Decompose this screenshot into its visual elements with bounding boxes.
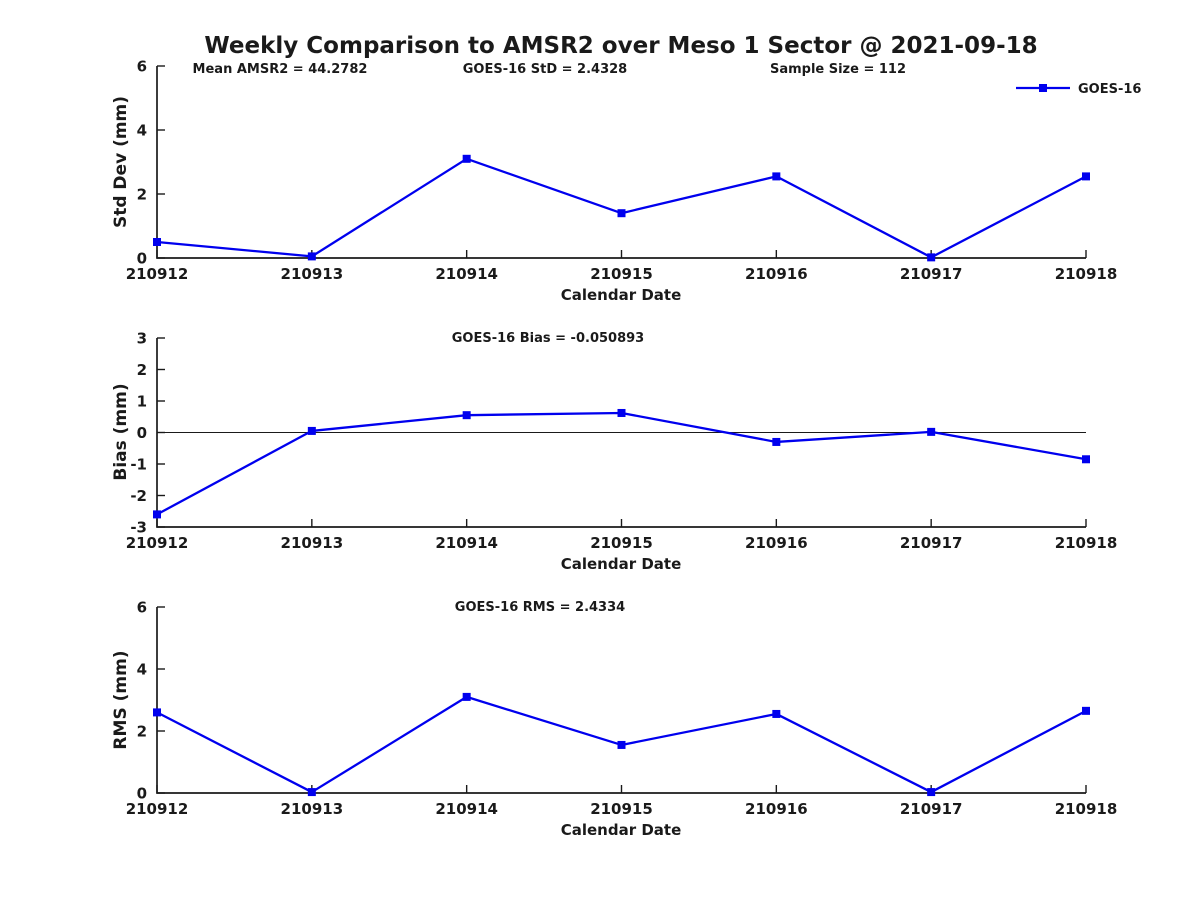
- x-tick-label: 210914: [435, 534, 498, 552]
- x-tick-label: 210912: [126, 800, 189, 818]
- data-point-marker: [462, 411, 471, 420]
- data-point-marker: [153, 510, 161, 519]
- data-point-marker: [772, 709, 781, 718]
- y-tick-label: -3: [130, 519, 147, 537]
- x-tick-label: 210915: [590, 265, 653, 283]
- x-tick-label: 210918: [1055, 800, 1118, 818]
- chart-rms-plot-layer: 0 2 4 6 210912 210913 210914 210915 210916 210917…: [126, 599, 1118, 819]
- x-tick-label: 210915: [590, 800, 653, 818]
- y-tick-label: 4: [137, 122, 147, 140]
- data-point-marker: [307, 252, 316, 261]
- y-axis-label-stddev: Std Dev (mm): [111, 96, 131, 228]
- data-point-marker: [462, 154, 471, 163]
- data-point-marker: [1082, 172, 1090, 181]
- data-point-marker: [617, 408, 626, 417]
- data-point-marker: [927, 427, 936, 436]
- data-point-marker: [462, 692, 471, 701]
- figure-title: Weekly Comparison to AMSR2 over Meso 1 S…: [204, 33, 1037, 59]
- y-tick-label: 2: [137, 723, 147, 741]
- data-point-marker: [153, 238, 161, 246]
- y-tick-label: -1: [130, 456, 147, 474]
- x-tick-label: 210914: [435, 800, 498, 818]
- x-tick-label: 210918: [1055, 534, 1118, 552]
- axis-spines: [156, 66, 1086, 259]
- y-tick-label: 6: [137, 599, 147, 617]
- legend: GOES-16: [1016, 82, 1141, 97]
- stat-sample-size: Sample Size = 112: [770, 62, 906, 77]
- chart-stddev: 0 2 4 6 210912 210913 210914 210915 210916 210917…: [111, 58, 1117, 305]
- x-tick-label: 210913: [281, 800, 344, 818]
- chart-subtitle-bias: GOES-16 Bias = -0.050893: [452, 331, 644, 346]
- y-tick-label: -2: [130, 487, 147, 505]
- chart-bias: GOES-16 Bias = -0.050893 -3 -2 -1 0 1 2 3 21091…: [111, 330, 1117, 574]
- legend-label: GOES-16: [1078, 82, 1141, 97]
- y-tick-label: 3: [137, 330, 147, 348]
- x-tick-label: 210914: [435, 265, 498, 283]
- axis-spines: [156, 607, 1086, 794]
- data-point-marker: [153, 708, 161, 717]
- data-point-marker: [617, 740, 626, 749]
- series-line-goes-16: [156, 157, 1087, 259]
- y-tick-label: 1: [137, 393, 147, 411]
- y-tick-label: 4: [137, 661, 147, 679]
- x-tick-label: 210916: [745, 800, 808, 818]
- x-tick-label: 210916: [745, 265, 808, 283]
- chart-rms: GOES-16 RMS = 2.4334 0 2 4 6 210912 210913 210…: [111, 599, 1117, 840]
- y-tick-label: 0: [137, 785, 147, 803]
- data-point-marker: [1082, 706, 1090, 715]
- series-line-goes-16: [156, 411, 1087, 516]
- data-point-marker: [1082, 455, 1090, 464]
- x-tick-label: 210917: [900, 265, 963, 283]
- data-point-marker: [927, 788, 936, 797]
- x-tick-label: 210913: [281, 265, 344, 283]
- x-tick-label: 210917: [900, 534, 963, 552]
- y-tick-label: 0: [137, 424, 147, 442]
- data-point-marker: [617, 209, 626, 218]
- x-tick-label: 210916: [745, 534, 808, 552]
- x-tick-label: 210917: [900, 800, 963, 818]
- x-tick-label: 210918: [1055, 265, 1118, 283]
- legend-marker: [1039, 84, 1047, 92]
- y-tick-label: 6: [137, 58, 147, 76]
- y-tick-label: 2: [137, 186, 147, 204]
- stat-mean-amsr2: Mean AMSR2 = 44.2782: [193, 62, 368, 77]
- data-point-marker: [307, 788, 316, 797]
- data-point-marker: [307, 426, 316, 435]
- x-tick-label: 210913: [281, 534, 344, 552]
- x-tick-label: 210912: [126, 265, 189, 283]
- y-tick-label: 0: [137, 250, 147, 268]
- y-axis-label-bias: Bias (mm): [111, 383, 131, 480]
- x-axis-label-bias: Calendar Date: [561, 555, 682, 573]
- chart-subtitle-rms: GOES-16 RMS = 2.4334: [455, 600, 625, 615]
- chart-bias-plot-layer: -3 -2 -1 0 1 2 3 210912 210913 210914 210915 210916…: [126, 330, 1118, 553]
- y-axis-label-rms: RMS (mm): [111, 650, 131, 749]
- x-tick-label: 210915: [590, 534, 653, 552]
- chart-stddev-plot-layer: 0 2 4 6 210912 210913 210914 210915 210916 210917…: [126, 58, 1118, 284]
- y-tick-label: 2: [137, 361, 147, 379]
- data-point-marker: [927, 253, 936, 262]
- stat-goes16-std: GOES-16 StD = 2.4328: [463, 62, 627, 77]
- x-axis-label-stddev: Calendar Date: [561, 286, 682, 304]
- x-axis-label-rms: Calendar Date: [561, 821, 682, 839]
- data-point-marker: [772, 172, 781, 181]
- data-point-marker: [772, 437, 781, 446]
- x-tick-label: 210912: [126, 534, 189, 552]
